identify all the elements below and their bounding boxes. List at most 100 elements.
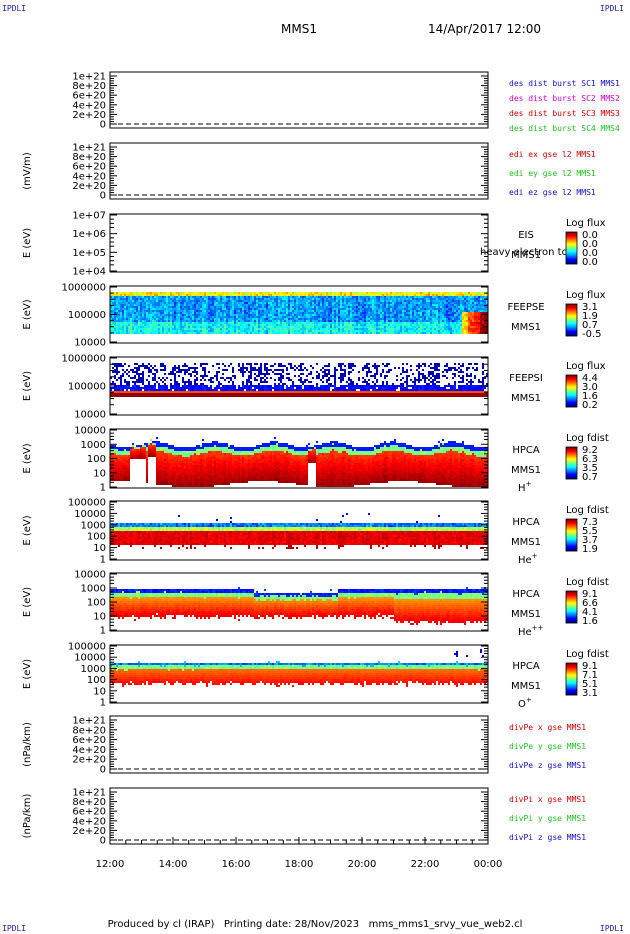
hpca_h-species-label: H+ — [518, 480, 532, 494]
hpca_o-tick-label: 100 — [87, 675, 106, 686]
edi-frame — [109, 142, 489, 200]
corner-mark-top-right: IPDLI — [599, 4, 624, 13]
hpca_h-spacecraft-label: MMS1 — [511, 465, 541, 476]
divpi-tick-label: 8e+20 — [72, 797, 106, 808]
eis-colorbar-title: Log flux — [566, 218, 606, 229]
time-tick-label: 14:00 — [159, 859, 188, 870]
hpca_he-colorbar-tick: 1.9 — [582, 544, 598, 555]
edi-tick-label: 8e+20 — [72, 152, 106, 163]
hpca_he-colorbar-tick: 3.7 — [582, 535, 598, 546]
des-legend-entry: des dist burst SC1 MMS1 — [509, 79, 620, 88]
hpca_h-spectrogram — [110, 437, 488, 487]
panel-feepsi: 1000000 100000 10000 E (eV) FEEPSI MMS1 Log fl… — [22, 354, 606, 421]
feepse-colorbar-tick: -0.5 — [582, 329, 602, 340]
feepsi-tick-label: 1000000 — [61, 354, 106, 365]
hpca_hepp-colorbar-tick: 9.1 — [582, 589, 598, 600]
feepse-colorbar — [565, 303, 578, 337]
eis-tick-label: 1e+06 — [72, 229, 106, 240]
divpe-tick-label: 1e+21 — [72, 716, 106, 727]
spacecraft-title: MMS1 — [281, 22, 317, 36]
hpca_he-tick-label: 10 — [93, 543, 106, 554]
hpca_h-colorbar-tick: 0.7 — [582, 472, 598, 483]
corner-mark-bottom-left: IPDLI — [2, 924, 27, 933]
divpi-tick-label: 4e+20 — [72, 816, 106, 827]
hpca_he-instrument-label: HPCA — [512, 517, 540, 528]
hpca_hepp-tick-label: 1 — [100, 626, 106, 637]
divpi-tick-label: 2e+20 — [72, 826, 106, 837]
hpca_hepp-colorbar-tick: 1.6 — [582, 616, 598, 627]
eis-overlay-text: heavy electron to — [480, 247, 568, 258]
eis-colorbar — [565, 231, 578, 265]
hpca_hepp-tick-label: 10000 — [74, 570, 106, 581]
time-tick-label: 20:00 — [348, 859, 377, 870]
hpca_o-colorbar-tick: 3.1 — [582, 688, 598, 699]
hpca_o-frame — [109, 644, 489, 704]
divpe-frame — [109, 715, 489, 774]
footer-credits: Produced by cl (IRAP) Printing date: 28/… — [107, 919, 523, 930]
edi-legend-entry: edi ez gse l2 MMS1 — [509, 188, 596, 197]
des-tick-label: 8e+20 — [72, 81, 106, 92]
eis-tick-label: 1e+07 — [72, 211, 106, 222]
des-tick-label: 0 — [100, 120, 106, 131]
divpe-tick-label: 6e+20 — [72, 735, 106, 746]
divpe-legend-entry: divPe y gse MMS1 — [509, 742, 586, 751]
divpi-tick-label: 1e+21 — [72, 788, 106, 799]
feepsi-colorbar-tick: 3.0 — [582, 382, 598, 393]
hpca_o-colorbar — [565, 662, 578, 696]
hpca_o-tick-label: 100000 — [68, 642, 106, 653]
hpca_h-ylabel: E (eV) — [22, 443, 33, 473]
divpi-ylabel: (nPa/km) — [22, 794, 33, 839]
hpca_o-tick-label: 1 — [100, 698, 106, 709]
divpe-tick-label: 2e+20 — [72, 755, 106, 766]
divpe-tick-label: 0 — [100, 765, 106, 776]
hpca_o-instrument-label: HPCA — [512, 661, 540, 672]
hpca_o-species-label: O+ — [518, 696, 532, 710]
time-tick-label: 00:00 — [474, 859, 503, 870]
edi-tick-label: 2e+20 — [72, 181, 106, 192]
feepse-colorbar-title: Log flux — [566, 290, 606, 301]
feepsi-spacecraft-label: MMS1 — [511, 393, 541, 404]
hpca_hepp-instrument-label: HPCA — [512, 589, 540, 600]
des-legend-entry: des dist burst SC3 MMS3 — [509, 109, 620, 118]
feepse-instrument-label: FEEPSE — [507, 302, 544, 313]
divpi-frame — [109, 787, 489, 845]
hpca_he-species-label: He+ — [518, 552, 538, 566]
hpca_he-tick-label: 100 — [87, 532, 106, 543]
hpca_hepp-colorbar — [565, 590, 578, 624]
hpca_he-tick-label: 1000 — [81, 520, 106, 531]
hpca_he-tick-label: 100000 — [68, 498, 106, 509]
hpca_h-tick-label: 100 — [87, 454, 106, 465]
hpca_h-colorbar-title: Log fdist — [566, 433, 609, 444]
des-tick-label: 6e+20 — [72, 91, 106, 102]
edi-tick-label: 0 — [100, 191, 106, 202]
hpca_he-colorbar-tick: 5.5 — [582, 526, 598, 537]
feepse-tick-label: 1000000 — [61, 283, 106, 294]
hpca_o-spacecraft-label: MMS1 — [511, 681, 541, 692]
feepsi-colorbar-tick: 0.2 — [582, 400, 598, 411]
hpca_hepp-colorbar-tick: 4.1 — [582, 607, 598, 618]
hpca_he-colorbar-tick: 7.3 — [582, 517, 598, 528]
edi-tick-label: 4e+20 — [72, 171, 106, 182]
hpca_o-tick-label: 10000 — [74, 653, 106, 664]
hpca_hepp-ylabel: E (eV) — [22, 587, 33, 617]
feepse-colorbar-tick: 3.1 — [582, 302, 598, 313]
des-legend-entry: des dist burst SC4 MMS4 — [509, 124, 620, 133]
feepsi-tick-label: 10000 — [74, 410, 106, 421]
hpca_he-frame — [109, 500, 489, 561]
eis-frame — [109, 213, 489, 273]
eis-colorbar-tick: 0.0 — [582, 230, 598, 241]
divpe-tick-label: 8e+20 — [72, 725, 106, 736]
time-axis: 12:00 14:00 16:00 18:00 20:00 22:00 00:00 — [96, 837, 503, 870]
hpca_h-colorbar — [565, 446, 578, 480]
corner-mark-bottom-right: IPDLI — [599, 924, 624, 933]
time-tick-label: 16:00 — [222, 859, 251, 870]
panel-hpca_hepp: 10000 1000 100 10 1 E (eV) HPCA MMS1 He++ Log fdi… — [22, 570, 609, 639]
hpca_h-tick-label: 1000 — [81, 440, 106, 451]
des-legend-entry: des dist burst SC2 MMS2 — [509, 94, 620, 103]
